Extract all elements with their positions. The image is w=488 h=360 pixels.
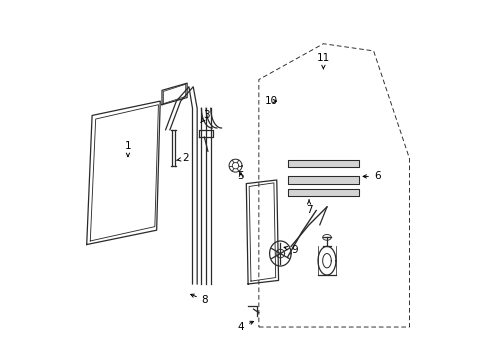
Text: 3: 3 xyxy=(201,111,210,123)
Text: 2: 2 xyxy=(176,153,188,163)
Text: 7: 7 xyxy=(305,200,312,216)
Text: 1: 1 xyxy=(124,141,131,157)
Text: 10: 10 xyxy=(264,96,277,106)
Text: 11: 11 xyxy=(316,53,329,69)
Text: 9: 9 xyxy=(284,245,297,255)
Text: 6: 6 xyxy=(363,171,380,181)
Text: 8: 8 xyxy=(190,294,208,305)
Text: 5: 5 xyxy=(237,171,244,181)
Text: 4: 4 xyxy=(237,321,253,332)
